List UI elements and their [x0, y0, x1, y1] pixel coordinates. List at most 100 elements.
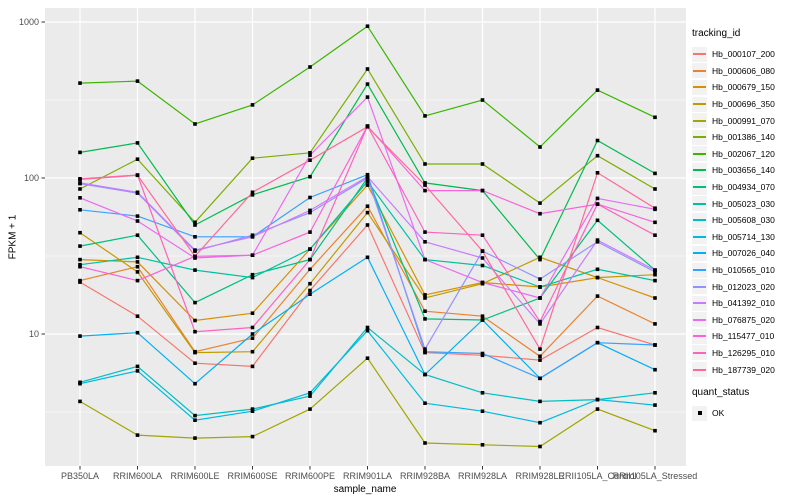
data-point — [250, 190, 255, 195]
data-point — [193, 248, 197, 252]
data-point — [595, 138, 600, 143]
y-axis-title: FPKM + 1 — [7, 214, 19, 260]
data-point — [595, 407, 600, 411]
data-point — [78, 244, 82, 248]
data-point — [653, 187, 657, 191]
data-point — [538, 257, 542, 262]
data-point — [653, 115, 657, 120]
data-point — [308, 257, 312, 262]
legend-key-icon — [692, 96, 707, 112]
data-point — [250, 311, 255, 315]
data-point — [538, 285, 542, 289]
data-point — [135, 270, 140, 274]
data-point — [250, 272, 255, 277]
data-point — [135, 233, 140, 237]
legend-item-label: Hb_005023_030 — [712, 198, 775, 209]
data-point — [480, 249, 485, 253]
data-point — [423, 293, 427, 297]
legend-item-label: Hb_010565_010 — [712, 265, 775, 276]
data-point — [423, 188, 427, 193]
data-point — [193, 436, 197, 440]
legend-item: Hb_076875_020 — [692, 312, 798, 329]
legend: tracking_id Hb_000107_200 Hb_000606_080 Hb… — [692, 28, 798, 421]
data-point — [365, 223, 370, 227]
data-point — [135, 173, 140, 178]
data-point — [653, 403, 657, 407]
legend-key-icon — [692, 262, 707, 278]
data-point — [135, 141, 140, 145]
data-point — [653, 270, 657, 274]
data-point — [193, 329, 197, 334]
data-point — [423, 162, 427, 166]
legend-key-icon — [692, 179, 707, 195]
data-point — [423, 317, 427, 321]
legend-item: Hb_000107_200 — [692, 46, 798, 63]
data-point — [365, 204, 370, 208]
data-point — [193, 122, 197, 126]
legend-key-icon — [692, 196, 707, 212]
legend-item-label: Hb_007026_040 — [712, 248, 775, 259]
data-point — [653, 278, 657, 283]
data-point — [308, 267, 312, 272]
data-point — [365, 67, 370, 71]
data-point — [135, 314, 140, 318]
legend-key-icon — [692, 229, 707, 245]
data-point — [423, 183, 427, 187]
x-tick-label: RRIM600LA — [113, 471, 162, 481]
data-point — [538, 296, 542, 300]
legend-item-ok: OK — [692, 405, 798, 422]
x-tick-label: RRIM928BA — [400, 471, 450, 481]
data-point — [78, 177, 82, 182]
data-point — [595, 196, 600, 201]
legend-item-label: Hb_126295_010 — [712, 347, 775, 358]
data-point — [595, 153, 600, 158]
data-point — [250, 332, 255, 336]
quant-ok-key-icon — [692, 405, 707, 421]
legend-key-icon — [692, 162, 707, 178]
data-point — [308, 394, 312, 398]
data-point — [538, 358, 542, 362]
data-point — [595, 218, 600, 223]
data-point — [250, 103, 255, 107]
data-point — [135, 260, 140, 264]
legend-item-label: Hb_012023_020 — [712, 281, 775, 292]
data-point — [78, 81, 82, 85]
data-point — [365, 356, 370, 360]
data-point — [365, 179, 370, 184]
legend-item: Hb_000991_070 — [692, 112, 798, 129]
data-point — [308, 247, 312, 251]
y-tick-label: 10 — [29, 329, 39, 339]
data-point — [595, 397, 600, 402]
data-point — [135, 278, 140, 283]
data-point — [480, 263, 485, 268]
data-point — [250, 364, 255, 369]
data-point — [653, 233, 657, 237]
x-tick-label: RRIM901LA — [343, 471, 392, 481]
y-tick-label: 1000 — [19, 17, 39, 27]
data-point — [423, 230, 427, 234]
data-point — [193, 300, 197, 305]
data-point — [653, 367, 657, 372]
x-axis-title: sample_name — [333, 484, 397, 495]
data-point — [193, 381, 197, 386]
x-tick-label: RRII105LA_Control — [558, 471, 636, 481]
legend-item: Hb_187739_020 — [692, 361, 798, 378]
data-point — [193, 413, 197, 418]
legend-item: Hb_003656_140 — [692, 162, 798, 179]
data-point — [365, 172, 370, 177]
data-point — [135, 364, 140, 369]
data-point — [480, 409, 485, 413]
legend-item: Hb_010565_010 — [692, 262, 798, 279]
data-point — [480, 98, 485, 102]
data-point — [78, 262, 82, 267]
legend-item-label: Hb_005714_130 — [712, 231, 775, 242]
data-point — [193, 361, 197, 365]
x-tick-label: RRIM928LE — [515, 471, 564, 481]
data-point — [250, 193, 255, 197]
data-point — [365, 183, 370, 187]
legend-key-icon — [692, 212, 707, 228]
data-point — [480, 443, 485, 447]
data-point — [308, 281, 312, 286]
